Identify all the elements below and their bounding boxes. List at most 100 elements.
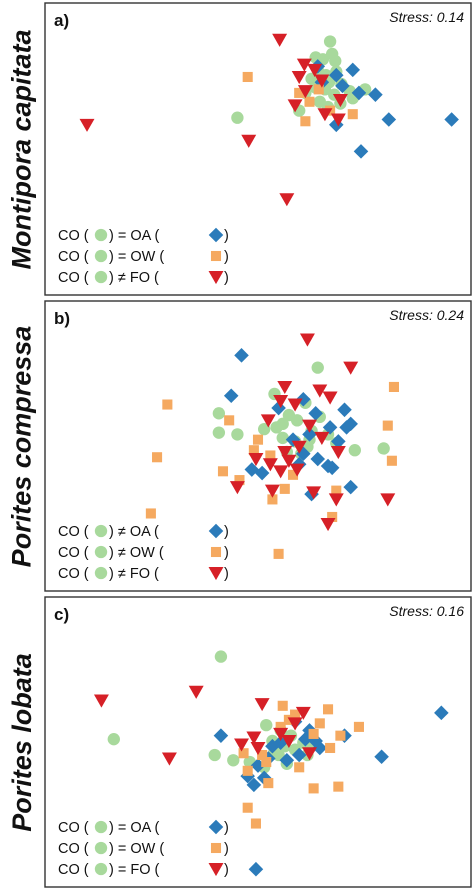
point-co — [329, 54, 342, 68]
point-oa — [279, 752, 295, 768]
point-ow — [234, 475, 245, 486]
legend-marker-co — [94, 566, 108, 580]
legend-text: ) — [224, 862, 229, 878]
point-ow — [277, 700, 288, 711]
species-label-a: Montipora capitata — [6, 28, 37, 270]
point-ow — [145, 508, 156, 519]
point-oa — [298, 731, 313, 747]
scatter-points — [145, 333, 399, 559]
point-fo — [273, 465, 289, 479]
point-fo — [291, 70, 307, 85]
point-co — [377, 442, 390, 455]
point-oa — [291, 747, 307, 763]
point-ow — [290, 709, 301, 720]
legend-text: ) — [224, 524, 229, 540]
legend-text: ) — [224, 249, 229, 265]
legend-marker-co — [94, 270, 108, 284]
legend-marker-co — [94, 841, 108, 855]
point-oa — [339, 420, 354, 435]
legend-text: ) — [224, 841, 229, 857]
point-co — [290, 414, 304, 427]
legend-text: CO ( — [58, 249, 89, 265]
point-ow — [382, 420, 393, 431]
point-fo — [314, 74, 330, 88]
point-co — [323, 35, 337, 48]
legend-text: ) = OA ( — [109, 820, 160, 836]
species-label-b: Porites compressa — [6, 325, 37, 567]
point-fo — [380, 493, 396, 507]
legend-text: ) = OA ( — [109, 228, 160, 244]
legend-text: ) ≠ OA ( — [109, 524, 159, 540]
legend-marker-ow — [210, 250, 222, 262]
point-ow — [308, 783, 319, 794]
point-fo — [302, 419, 317, 433]
point-fo — [291, 440, 307, 454]
point-fo — [254, 698, 270, 712]
point-fo — [287, 99, 303, 113]
point-co — [231, 428, 244, 441]
point-co — [231, 111, 244, 124]
point-oa — [343, 416, 358, 432]
point-fo — [262, 458, 278, 472]
point-fo — [330, 445, 346, 460]
point-fo — [287, 717, 303, 731]
point-ow — [267, 494, 278, 505]
point-ow — [248, 445, 259, 456]
point-fo — [281, 454, 297, 468]
point-oa — [329, 67, 344, 83]
panel-b: b) Stress: 0.24 CO () ≠ OA () CO () ≠ OW ()… — [44, 300, 472, 592]
point-ow — [279, 483, 290, 494]
point-co — [272, 748, 285, 762]
point-co — [348, 444, 361, 457]
legend-marker-oa — [208, 227, 224, 243]
panel-label: b) — [54, 309, 70, 328]
legend-text: CO ( — [58, 820, 89, 836]
point-fo — [328, 493, 344, 507]
point-oa — [337, 402, 352, 418]
point-ow — [238, 748, 249, 759]
point-fo — [234, 738, 249, 752]
point-co — [270, 421, 283, 434]
legend-marker-co — [94, 545, 108, 559]
point-oa — [296, 391, 311, 407]
point-oa — [248, 861, 264, 877]
point-co — [227, 754, 240, 767]
point-ow — [347, 109, 358, 120]
point-fo — [273, 727, 289, 742]
point-co — [258, 422, 271, 436]
point-fo — [246, 731, 262, 745]
legend-marker-fo — [208, 567, 224, 581]
point-ow — [353, 721, 364, 732]
legend: CO () ≠ OA () CO () ≠ OW () CO () ≠ FO () — [58, 523, 229, 582]
legend-text: ) ≠ OW ( — [109, 545, 164, 561]
point-oa — [246, 777, 262, 793]
point-fo — [307, 63, 323, 77]
point-ow — [275, 721, 286, 732]
point-oa — [254, 465, 270, 481]
point-fo — [161, 752, 177, 766]
panel-label: a) — [54, 11, 69, 30]
point-fo — [320, 518, 336, 532]
legend-marker-oa — [208, 523, 224, 539]
point-fo — [312, 384, 328, 398]
point-ow — [325, 742, 336, 754]
point-oa — [308, 733, 323, 749]
point-fo — [281, 734, 297, 749]
point-ow — [152, 452, 163, 463]
legend-marker-co — [94, 862, 108, 876]
point-oa — [213, 728, 229, 743]
point-ow — [294, 87, 305, 98]
legend-text: CO ( — [58, 841, 89, 857]
point-ow — [263, 778, 274, 789]
point-ow — [287, 469, 299, 480]
point-ow — [283, 714, 294, 725]
point-fo — [295, 706, 311, 720]
species-label-c: Porites lobata — [6, 652, 37, 832]
legend-text: CO ( — [58, 566, 89, 582]
legend-marker-co — [94, 524, 108, 538]
point-fo — [277, 380, 293, 395]
point-ow — [308, 728, 319, 739]
point-fo — [297, 85, 313, 99]
point-oa — [320, 458, 336, 474]
legend-text: CO ( — [58, 270, 89, 286]
